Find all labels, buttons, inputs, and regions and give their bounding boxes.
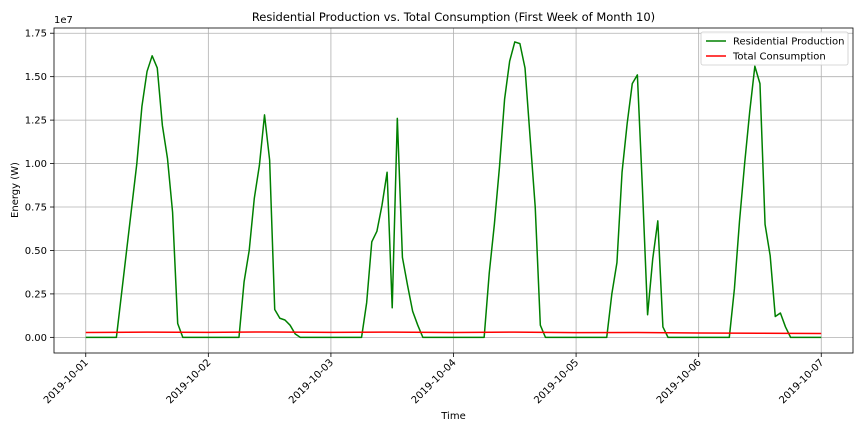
y-tick-label: 0.00 bbox=[25, 333, 47, 344]
legend: Residential Production Total Consumption bbox=[700, 31, 849, 66]
y-tick-label: 1.50 bbox=[25, 72, 47, 83]
y-axis: 0.00 0.25 0.50 0.75 1.00 1.25 1.50 1.75 bbox=[25, 29, 54, 344]
chart-title: Residential Production vs. Total Consump… bbox=[252, 10, 655, 24]
y-axis-label: Energy (W) bbox=[10, 162, 21, 218]
legend-label: Total Consumption bbox=[732, 52, 826, 63]
series-line-residential-production bbox=[85, 41, 822, 339]
x-axis-label: Time bbox=[440, 411, 465, 422]
series-layer bbox=[85, 41, 822, 339]
y-tick-label: 0.50 bbox=[25, 246, 47, 257]
legend-box bbox=[700, 31, 849, 66]
y-tick-label: 0.25 bbox=[25, 289, 47, 300]
y-tick-label: 1.25 bbox=[25, 116, 47, 127]
series-line-total-consumption bbox=[85, 331, 822, 335]
legend-label: Residential Production bbox=[733, 37, 844, 48]
y-tick-label: 0.75 bbox=[25, 203, 47, 214]
y-tick-label: 1.75 bbox=[25, 29, 47, 40]
y-axis-offset-label: 1e7 bbox=[54, 15, 73, 26]
y-tick-label: 1.00 bbox=[25, 159, 47, 170]
